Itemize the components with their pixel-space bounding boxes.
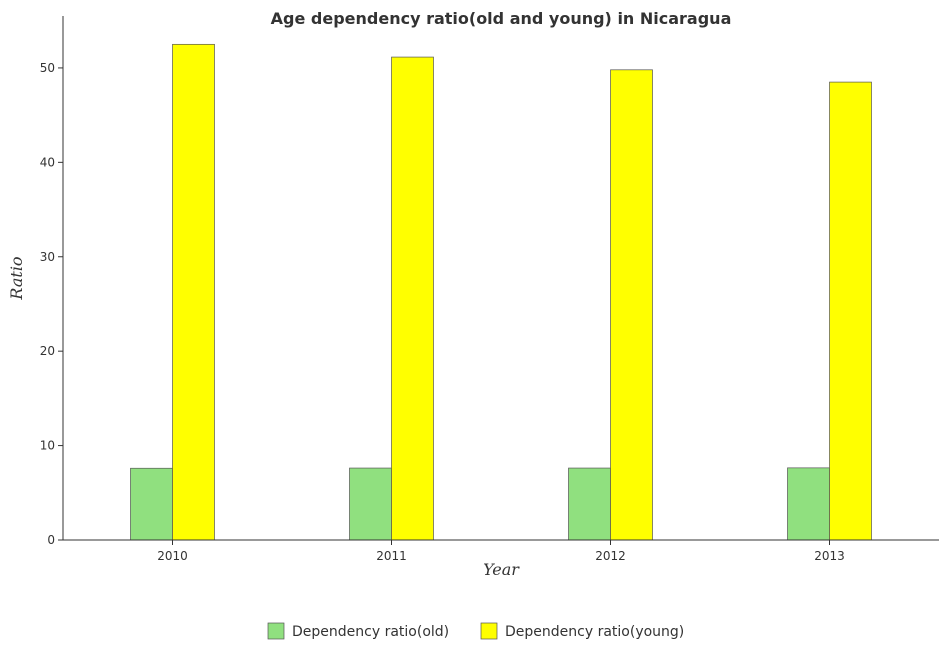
y-tick-label: 50 bbox=[40, 61, 55, 75]
legend: Dependency ratio(old) Dependency ratio(y… bbox=[267, 622, 684, 640]
x-ticks: 2010 2011 2012 2013 bbox=[157, 540, 845, 563]
bar-old-2011 bbox=[349, 467, 392, 541]
x-axis-title: Year bbox=[483, 560, 520, 579]
bar-old-2010 bbox=[130, 467, 173, 541]
y-tick-label: 0 bbox=[47, 533, 55, 547]
bar-young-2013 bbox=[829, 81, 872, 541]
x-tick-label: 2010 bbox=[157, 549, 188, 563]
legend-label-young: Dependency ratio(young) bbox=[505, 624, 684, 640]
bar-young-2012 bbox=[610, 69, 653, 541]
bar-old-2012 bbox=[568, 467, 611, 541]
legend-swatch-old bbox=[267, 622, 285, 640]
y-ticks: 0 10 20 30 40 50 bbox=[40, 61, 63, 547]
plot-area bbox=[130, 43, 872, 541]
bar-old-2013 bbox=[787, 467, 830, 541]
bar-young-2011 bbox=[391, 56, 434, 541]
y-tick-label: 40 bbox=[40, 155, 55, 169]
x-tick-label: 2013 bbox=[814, 549, 845, 563]
chart-title: Age dependency ratio(old and young) in N… bbox=[271, 9, 732, 28]
legend-label-old: Dependency ratio(old) bbox=[292, 624, 449, 640]
y-axis-title: Ratio bbox=[7, 256, 26, 300]
y-tick-label: 30 bbox=[40, 250, 55, 264]
x-tick-label: 2012 bbox=[595, 549, 626, 563]
bar-young-2010 bbox=[172, 43, 215, 541]
x-tick-label: 2011 bbox=[376, 549, 407, 563]
legend-swatch-young bbox=[480, 622, 498, 640]
y-tick-label: 20 bbox=[40, 344, 55, 358]
y-tick-label: 10 bbox=[40, 439, 55, 453]
